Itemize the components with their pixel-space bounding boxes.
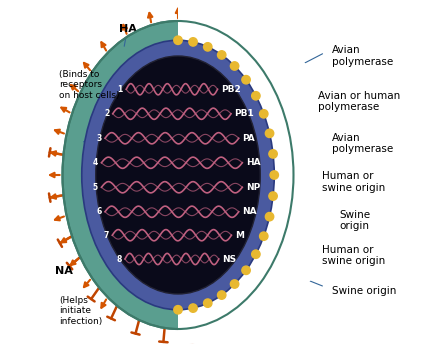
Text: Swine origin: Swine origin — [332, 286, 396, 295]
Wedge shape — [178, 6, 348, 344]
Text: 3: 3 — [96, 134, 102, 143]
Text: PB1: PB1 — [235, 109, 254, 118]
Circle shape — [217, 291, 226, 299]
Text: 8: 8 — [116, 254, 121, 264]
Circle shape — [204, 43, 212, 51]
Text: PA: PA — [242, 134, 255, 143]
Text: 6: 6 — [96, 207, 102, 216]
Circle shape — [217, 51, 226, 59]
Circle shape — [269, 192, 277, 200]
Circle shape — [269, 150, 277, 158]
Circle shape — [252, 250, 260, 258]
Circle shape — [231, 280, 239, 288]
Text: NA: NA — [242, 207, 257, 216]
Text: Swine
origin: Swine origin — [339, 210, 370, 231]
Ellipse shape — [62, 21, 293, 329]
Text: (Helps
initiate
infection): (Helps initiate infection) — [59, 296, 102, 326]
Circle shape — [189, 304, 197, 312]
Text: Avian
polymerase: Avian polymerase — [332, 45, 393, 67]
Text: 1: 1 — [117, 85, 123, 94]
Circle shape — [189, 38, 197, 46]
Text: NA: NA — [55, 266, 73, 276]
Text: NP: NP — [246, 183, 260, 192]
Circle shape — [242, 76, 250, 84]
Ellipse shape — [96, 56, 260, 294]
Circle shape — [174, 36, 182, 44]
Text: 4: 4 — [93, 158, 98, 167]
Text: Avian
polymerase: Avian polymerase — [332, 133, 393, 154]
Text: 5: 5 — [93, 183, 98, 192]
Circle shape — [174, 306, 182, 314]
Circle shape — [260, 232, 268, 240]
Text: 7: 7 — [103, 231, 109, 240]
Text: NS: NS — [222, 254, 236, 264]
Text: HA: HA — [246, 158, 260, 167]
Text: HA: HA — [118, 23, 136, 46]
Circle shape — [265, 129, 274, 138]
Text: M: M — [235, 231, 244, 240]
Text: PB2: PB2 — [221, 85, 241, 94]
Circle shape — [252, 92, 260, 100]
Ellipse shape — [82, 40, 274, 310]
Circle shape — [231, 62, 239, 70]
Circle shape — [242, 266, 250, 274]
Circle shape — [204, 299, 212, 307]
Circle shape — [270, 171, 279, 179]
Circle shape — [260, 110, 268, 118]
Text: (Binds to
receptors
on host cells): (Binds to receptors on host cells) — [59, 70, 120, 100]
Text: Avian or human
polymerase: Avian or human polymerase — [318, 91, 400, 112]
Text: M2: M2 — [84, 132, 109, 142]
Text: Human or
swine origin: Human or swine origin — [322, 245, 385, 266]
Circle shape — [265, 212, 274, 221]
Text: Human or
swine origin: Human or swine origin — [322, 171, 385, 193]
Text: 2: 2 — [104, 109, 109, 118]
